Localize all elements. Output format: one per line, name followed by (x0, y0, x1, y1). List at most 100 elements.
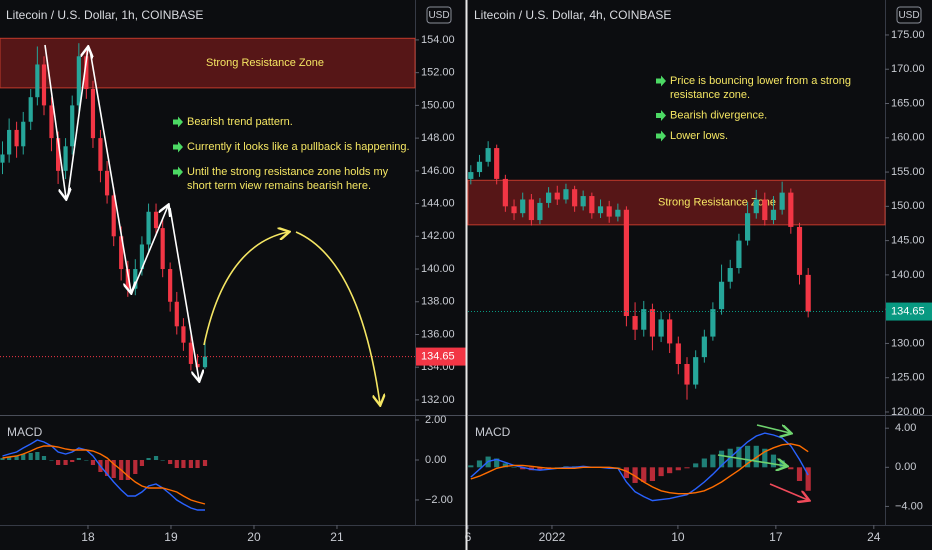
currency-box (896, 6, 922, 24)
y-tick-label: 142.00 (421, 230, 455, 242)
y-tick-label: 144.00 (421, 197, 455, 209)
candle-body (528, 199, 534, 221)
macd-histogram-bar (181, 460, 186, 468)
candle-body (667, 319, 673, 344)
candle-body (511, 206, 517, 214)
candle-body (188, 342, 193, 364)
candle-body (119, 236, 124, 270)
macd-histogram-bar (125, 460, 130, 480)
macd-y-tick-label: 0.00 (425, 454, 446, 466)
macd-histogram-bar (70, 460, 75, 462)
divergence-arrow (717, 454, 786, 466)
macd-histogram-bar (7, 457, 12, 460)
x-tick-label: 2022 (539, 530, 566, 544)
macd-histogram-bar (511, 467, 517, 468)
macd-y-tick-label: 4.00 (895, 422, 916, 434)
note-bullet (173, 166, 183, 178)
y-tick-label: 140.00 (891, 269, 925, 281)
candle-body (796, 226, 803, 275)
last-price-tag (416, 347, 466, 366)
candle-body (168, 269, 173, 302)
resistance-zone (0, 37, 416, 89)
y-tick-label: 152.00 (421, 67, 455, 79)
candle-body (554, 192, 560, 200)
macd-histogram-bar (632, 467, 638, 483)
candle-body (693, 357, 699, 385)
macd-histogram-bar (494, 458, 500, 468)
candle-body (98, 138, 103, 171)
candle-body (153, 211, 159, 229)
macd-histogram-bar (788, 467, 794, 470)
y-tick-label: 160.00 (891, 132, 925, 144)
candle-body (770, 209, 777, 221)
last-price-tag (886, 302, 932, 321)
zone-label: Strong Resistance Zone (658, 196, 776, 208)
macd-label: MACD (7, 425, 43, 439)
candle-body (56, 138, 61, 171)
candle-body (125, 269, 130, 289)
candle-body (520, 199, 526, 214)
candle-body (537, 202, 543, 221)
y-tick-label: 148.00 (421, 132, 455, 144)
macd-histogram-bar (693, 463, 699, 468)
y-tick-label: 138.00 (421, 296, 455, 308)
macd-y-tick-label: 0.00 (895, 461, 916, 473)
candle-body (805, 274, 811, 312)
macd-histogram-bar (153, 456, 159, 460)
macd-histogram-bar (615, 467, 621, 468)
macd-histogram-bar (684, 467, 690, 469)
note-text: Lower lows. (670, 130, 728, 142)
y-tick-label: 154.00 (421, 34, 455, 46)
macd-histogram-bar (468, 465, 474, 468)
macd-macd-line (2, 439, 205, 511)
candle-body (90, 89, 96, 139)
zone-label: Strong Resistance Zone (206, 57, 324, 69)
note-bullet (656, 75, 666, 87)
macd-histogram-bar (623, 467, 629, 479)
macd-histogram-bar (133, 460, 138, 474)
candle-body (597, 206, 604, 214)
macd-histogram-bar (701, 458, 707, 468)
macd-histogram-bar (174, 460, 179, 468)
macd-histogram-bar (0, 458, 5, 460)
note-bullet (173, 141, 183, 153)
candle-body (104, 170, 110, 196)
macd-histogram-bar (56, 460, 61, 465)
macd-histogram-bar (21, 454, 26, 460)
macd-histogram-bar (502, 463, 508, 468)
note-text: short term view remains bearish here. (187, 180, 371, 192)
macd-y-tick-label: −2.00 (425, 494, 453, 506)
macd-y-tick-label: 2.00 (425, 414, 446, 426)
currency: USD (898, 10, 919, 21)
chart-title: Litecoin / U.S. Dollar, 1h, COINBASE (6, 8, 203, 22)
candle-body (589, 196, 595, 214)
macd-histogram-bar (658, 467, 664, 477)
macd-histogram-bar (753, 445, 759, 468)
y-tick-label: 140.00 (421, 263, 455, 275)
macd-histogram-bar (675, 467, 681, 471)
candle-body (0, 154, 5, 163)
candle-body (632, 316, 638, 330)
candle-body (35, 64, 40, 98)
macd-histogram-bar (168, 460, 173, 464)
macd-histogram-bar (554, 467, 560, 468)
macd-histogram-bar (49, 460, 54, 461)
note-text: Currently it looks like a pullback is ha… (187, 141, 410, 153)
note-text: Price is bouncing lower from a strong (670, 75, 851, 87)
macd-histogram-bar (744, 445, 751, 468)
candle-body (174, 301, 179, 327)
macd-histogram-bar (35, 452, 40, 460)
candle-body (718, 281, 725, 310)
last-price-label: 134.65 (891, 305, 925, 317)
candle-body (572, 189, 578, 207)
candle-body (736, 240, 742, 269)
y-tick-label: 155.00 (891, 166, 925, 178)
candle-body (63, 146, 68, 171)
chart-title: Litecoin / U.S. Dollar, 4h, COINBASE (474, 8, 671, 22)
candle-body (111, 195, 116, 237)
y-tick-label: 130.00 (891, 337, 925, 349)
macd-histogram-bar (160, 460, 165, 461)
trend-arrow (132, 206, 168, 291)
candle-body (21, 121, 26, 147)
projection-arrow (203, 232, 288, 346)
